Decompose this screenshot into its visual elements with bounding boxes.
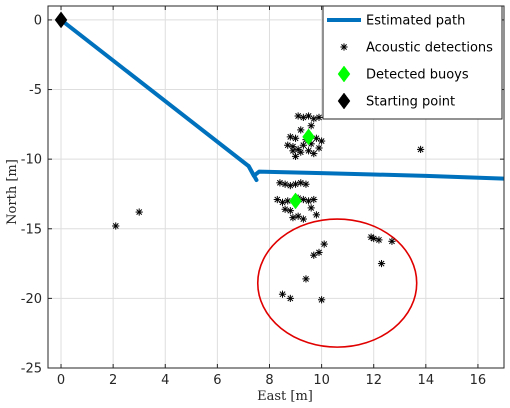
acoustic-detection-point (315, 113, 323, 121)
acoustic-detection-point (302, 275, 310, 283)
acoustic-detection-point (281, 180, 289, 188)
acoustic-detection-point (302, 180, 310, 188)
x-tick-label: 4 (161, 373, 169, 388)
acoustic-detection-point (304, 112, 313, 120)
acoustic-detection-point (284, 197, 292, 205)
acoustic-detection-point (297, 179, 305, 187)
x-tick-label: 8 (265, 373, 273, 388)
acoustic-detection-point (318, 137, 326, 145)
acoustic-detection-point (307, 122, 315, 130)
acoustic-detection-point (294, 112, 302, 120)
x-tick-label: 2 (109, 373, 117, 388)
acoustic-detection-point (310, 149, 318, 158)
legend-label-starting-point: Starting point (366, 95, 455, 110)
detected-buoy-marker (289, 192, 302, 210)
highlight-ellipse (256, 218, 418, 348)
x-tick-label: 10 (313, 373, 330, 388)
acoustic-detection-point (294, 212, 302, 220)
acoustic-detection-point (299, 215, 307, 223)
acoustic-detection-point (112, 222, 120, 230)
legend-label-detected-buoys: Detected buoys (366, 68, 469, 83)
legend-swatch-starting-point (337, 92, 351, 110)
x-tick-label: 14 (418, 373, 435, 388)
acoustic-detection-point (291, 134, 300, 142)
acoustic-detection-point (370, 234, 378, 243)
acoustic-detection-point (278, 198, 287, 206)
acoustic-detection-point (310, 251, 318, 259)
acoustic-detection-point (289, 214, 297, 222)
detected-buoy-marker (302, 128, 315, 146)
y-tick-label: -15 (21, 222, 42, 237)
legend-swatch-acoustic-detections (340, 43, 348, 51)
acoustic-detection-point (315, 144, 323, 152)
legend: Estimated path Acoustic detections Detecte… (322, 5, 503, 120)
y-tick-label: -5 (29, 83, 42, 98)
acoustic-detection-point (299, 113, 307, 121)
acoustic-detection-point (297, 126, 305, 134)
y-tick-label: -10 (21, 153, 42, 168)
x-tick-label: 12 (365, 373, 382, 388)
acoustic-detection-point (417, 145, 425, 154)
acoustic-detection-point (304, 147, 313, 155)
acoustic-detection-point (286, 294, 294, 302)
starting-point-marker (54, 11, 68, 29)
plot-clip-group (54, 11, 504, 348)
axes-frame (47, 5, 505, 369)
acoustic-detection-point (276, 179, 284, 187)
acoustic-detection-point (310, 195, 318, 204)
estimated-path-branch (246, 164, 259, 183)
acoustic-detection-point (284, 141, 292, 149)
acoustic-detection-point (375, 236, 383, 244)
acoustic-detection-point (291, 152, 300, 160)
x-tick-label: 0 (57, 373, 65, 388)
acoustic-detection-point (315, 248, 323, 257)
acoustic-detection-point (135, 208, 143, 216)
acoustic-detection-point (286, 182, 294, 190)
acoustic-detection-point (291, 180, 300, 188)
acoustic-detection-point (299, 141, 307, 149)
acoustic-detection-point (318, 296, 326, 304)
plot-area (54, 11, 504, 348)
y-tick-label: 0 (34, 13, 42, 28)
acoustic-detection-point (377, 259, 386, 268)
acoustic-detection-point (286, 207, 294, 215)
x-tick-label: 6 (213, 373, 221, 388)
acoustic-detection-point (312, 134, 320, 142)
acoustic-detection-point (286, 133, 294, 141)
y-axis-label: North [m] (5, 159, 20, 225)
x-tick-label: 16 (470, 373, 487, 388)
legend-box (322, 5, 503, 120)
x-axis-label: East [m] (257, 389, 313, 404)
legend-label-acoustic-detections: Acoustic detections (366, 41, 493, 56)
acoustic-detection-point (297, 148, 305, 156)
acoustic-detection-point (307, 204, 315, 212)
y-tick-label: -25 (21, 362, 42, 377)
legend-swatch-detected-buoys (337, 65, 351, 83)
acoustic-detection-point (388, 237, 396, 245)
acoustic-detection-point (310, 115, 318, 123)
acoustic-detection-point (304, 197, 313, 205)
acoustic-detection-point (278, 290, 287, 298)
acoustic-detection-point (312, 211, 320, 219)
acoustic-detection-point (273, 195, 281, 204)
y-tick-label: -20 (21, 292, 42, 307)
legend-label-estimated-path: Estimated path (366, 14, 465, 29)
acoustic-detection-point (320, 240, 328, 248)
acoustic-detection-point (281, 205, 289, 213)
